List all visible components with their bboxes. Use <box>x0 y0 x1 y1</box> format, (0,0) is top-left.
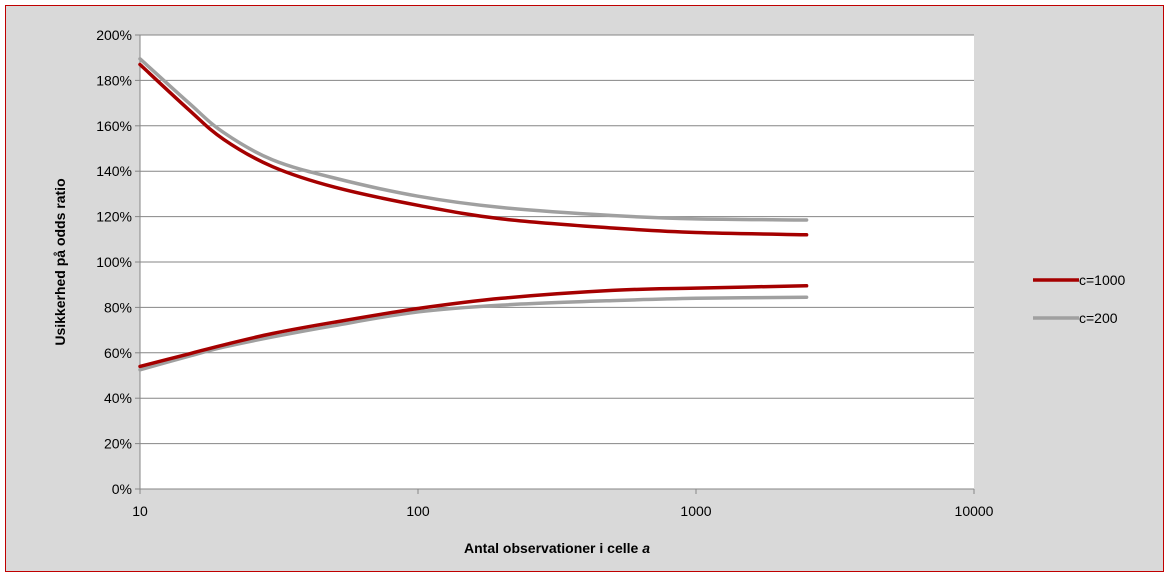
y-axis-title: Usikkerhed på odds ratio <box>52 178 68 345</box>
series-line-c-200-upper <box>138 57 809 222</box>
series-lines <box>138 57 809 372</box>
series-line-c-200-lower <box>138 295 809 372</box>
y-tick-label: 60% <box>104 345 132 361</box>
y-tick-label: 120% <box>96 209 132 225</box>
y-tick-label: 140% <box>96 163 132 179</box>
x-tick-labels: 10 100 1000 10000 <box>132 503 993 519</box>
legend-label: c=200 <box>1079 310 1118 326</box>
chart-frame: 0% 20% 40% 60% 80% 100% 120% 140% 160% 180% 200% 1… <box>5 5 1164 572</box>
x-tick-label: 10000 <box>955 503 994 519</box>
x-tick-label: 1000 <box>680 503 711 519</box>
x-tick-label: 100 <box>406 503 430 519</box>
y-tick-label: 0% <box>112 481 132 497</box>
axes <box>135 34 975 494</box>
y-tick-label: 180% <box>96 72 132 88</box>
y-tick-labels: 0% 20% 40% 60% 80% 100% 120% 140% 160% 180% 200% <box>96 27 132 497</box>
y-tick-label: 80% <box>104 299 132 315</box>
x-axis-title-variable: a <box>642 540 650 556</box>
chart-svg: 0% 20% 40% 60% 80% 100% 120% 140% 160% 180% 200% 1… <box>52 27 1126 556</box>
series-line-c-1000-lower <box>138 284 809 369</box>
x-axis-title: Antal observationer i celle a <box>464 540 650 556</box>
legend: c=1000 c=200 <box>1033 272 1126 326</box>
series-line-c-1000-upper <box>138 62 809 237</box>
y-tick-label: 200% <box>96 27 132 43</box>
legend-label: c=1000 <box>1079 272 1126 288</box>
y-tick-label: 160% <box>96 118 132 134</box>
y-tick-label: 40% <box>104 390 132 406</box>
y-tick-label: 100% <box>96 254 132 270</box>
y-tick-label: 20% <box>104 436 132 452</box>
gridlines <box>140 34 974 445</box>
x-tick-label: 10 <box>132 503 148 519</box>
